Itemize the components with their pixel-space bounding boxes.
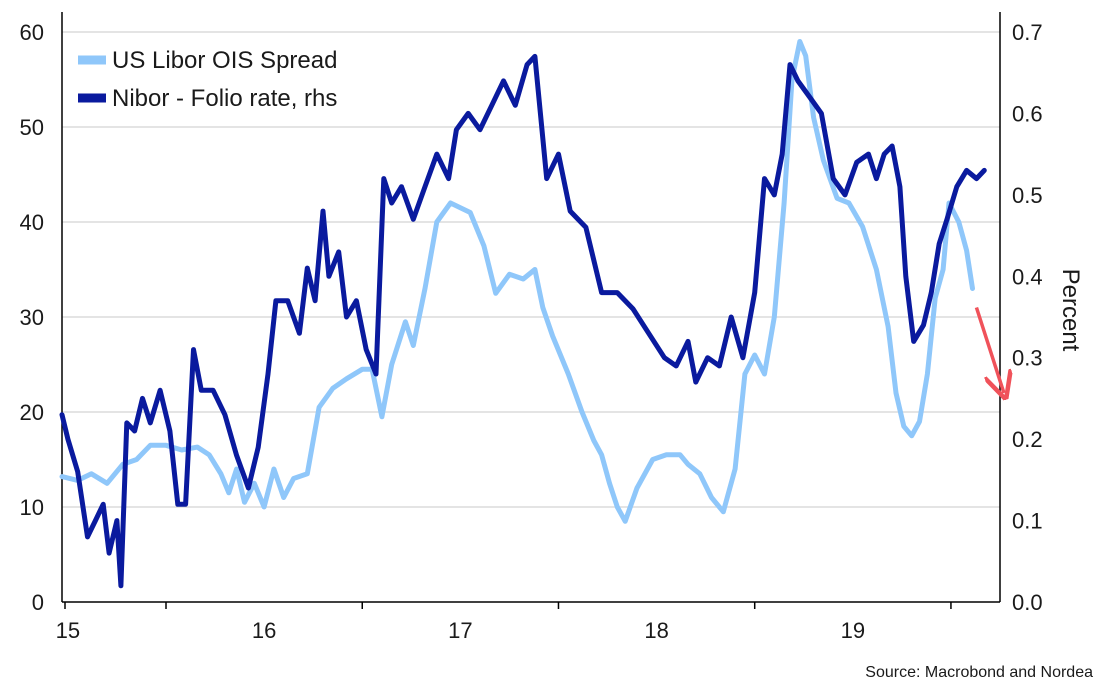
left-y-tick-label: 40 — [20, 210, 44, 235]
x-ticks: 15 16 17 18 19 — [56, 602, 952, 643]
right-axis-title: Percent — [1057, 269, 1084, 352]
right-y-tick-label: 0.3 — [1012, 346, 1043, 371]
right-y-ticks: 0.0 0.1 0.2 0.3 0.4 0.5 0.6 0.7 — [1012, 20, 1043, 615]
series-line-us-libor-ois — [59, 39, 975, 524]
left-y-tick-label: 10 — [20, 495, 44, 520]
source-note: Source: Macrobond and Nordea — [865, 664, 1093, 681]
right-y-tick-label: 0.4 — [1012, 264, 1043, 289]
legend-label-us-libor-ois: US Libor OIS Spread — [112, 47, 337, 74]
left-y-ticks: 0 10 20 30 40 50 60 — [20, 20, 44, 615]
right-y-tick-label: 0.5 — [1012, 183, 1043, 208]
x-tick-label: 17 — [448, 618, 472, 643]
x-tick-label: 15 — [56, 618, 80, 643]
x-tick-label: 18 — [644, 618, 668, 643]
left-y-tick-label: 50 — [20, 115, 44, 140]
right-y-tick-label: 0.2 — [1012, 427, 1043, 452]
trend-arrow — [974, 306, 1003, 394]
left-y-tick-label: 30 — [20, 305, 44, 330]
right-y-tick-label: 0.6 — [1012, 101, 1043, 126]
right-y-tick-label: 0.0 — [1012, 590, 1043, 615]
annotation-layer — [974, 306, 1003, 394]
series-layer — [59, 39, 987, 589]
legend: US Libor OIS Spread Nibor - Folio rate, … — [78, 47, 337, 112]
x-tick-label: 16 — [252, 618, 276, 643]
left-y-tick-label: 60 — [20, 20, 44, 45]
axes — [61, 12, 1001, 603]
left-y-tick-label: 0 — [32, 590, 44, 615]
right-y-tick-label: 0.1 — [1012, 509, 1043, 534]
gridlines — [62, 31, 1000, 508]
series-line-nibor-folio — [59, 53, 987, 589]
left-y-tick-label: 20 — [20, 400, 44, 425]
x-tick-label: 19 — [841, 618, 865, 643]
legend-label-nibor-folio: Nibor - Folio rate, rhs — [112, 85, 337, 112]
right-y-tick-label: 0.7 — [1012, 20, 1043, 45]
